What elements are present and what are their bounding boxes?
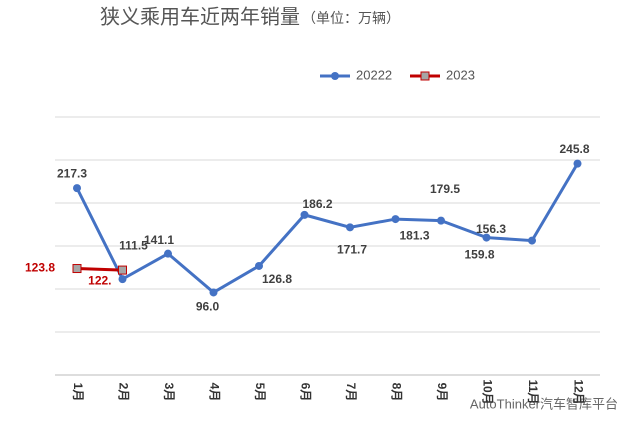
x-tick-label: 8月 [389, 383, 403, 402]
data-label: 122. [88, 273, 111, 287]
legend-label: 2023 [446, 67, 475, 82]
point [73, 184, 81, 193]
data-label: 186.2 [302, 197, 332, 211]
x-tick-label: 4月 [207, 383, 221, 402]
point [118, 265, 127, 275]
data-label: 141.1 [144, 233, 174, 247]
data-label: 159.8 [464, 248, 494, 262]
point [118, 275, 127, 284]
x-tick-label: 10月 [480, 379, 494, 404]
point [209, 288, 218, 297]
legend-marker [331, 72, 339, 80]
chart-title: 狭义乘用车近两年销量 [100, 5, 300, 29]
data-label: 126.8 [262, 272, 292, 286]
point [391, 215, 400, 224]
x-tick-label: 12月 [571, 379, 585, 404]
data-label: 96.0 [196, 300, 220, 314]
point [300, 210, 309, 219]
point [573, 159, 582, 168]
legend-label: 20222 [356, 67, 392, 82]
series-line [76, 267, 123, 272]
point [164, 249, 172, 258]
data-label: 245.8 [559, 142, 589, 156]
x-tick-label: 5月 [253, 383, 267, 402]
data-label: 181.3 [399, 228, 429, 242]
data-label: 171.7 [337, 243, 367, 257]
x-tick-label: 1月 [71, 383, 85, 402]
point [346, 223, 354, 232]
series-line [75, 162, 579, 295]
chart-subtitle: （单位：万辆） [302, 11, 400, 27]
data-label: 179.5 [430, 182, 460, 196]
data-label: 123.8 [25, 261, 55, 275]
point [437, 216, 445, 225]
point [72, 264, 82, 274]
x-tick-label: 7月 [344, 383, 358, 402]
point [528, 236, 536, 245]
data-label: 111.5 [119, 238, 148, 252]
watermark: AutoThinker汽车智库平台 [470, 396, 618, 411]
x-tick-label: 2月 [116, 383, 130, 402]
data-label: 156.3 [476, 222, 506, 236]
legend-marker [420, 71, 430, 81]
data-label: 217.3 [57, 166, 87, 180]
x-tick-label: 9月 [435, 383, 449, 402]
x-tick-label: 3月 [162, 383, 176, 402]
point [482, 233, 491, 242]
x-tick-label: 11月 [526, 380, 540, 405]
point [255, 261, 263, 270]
x-tick-label: 6月 [298, 383, 312, 402]
